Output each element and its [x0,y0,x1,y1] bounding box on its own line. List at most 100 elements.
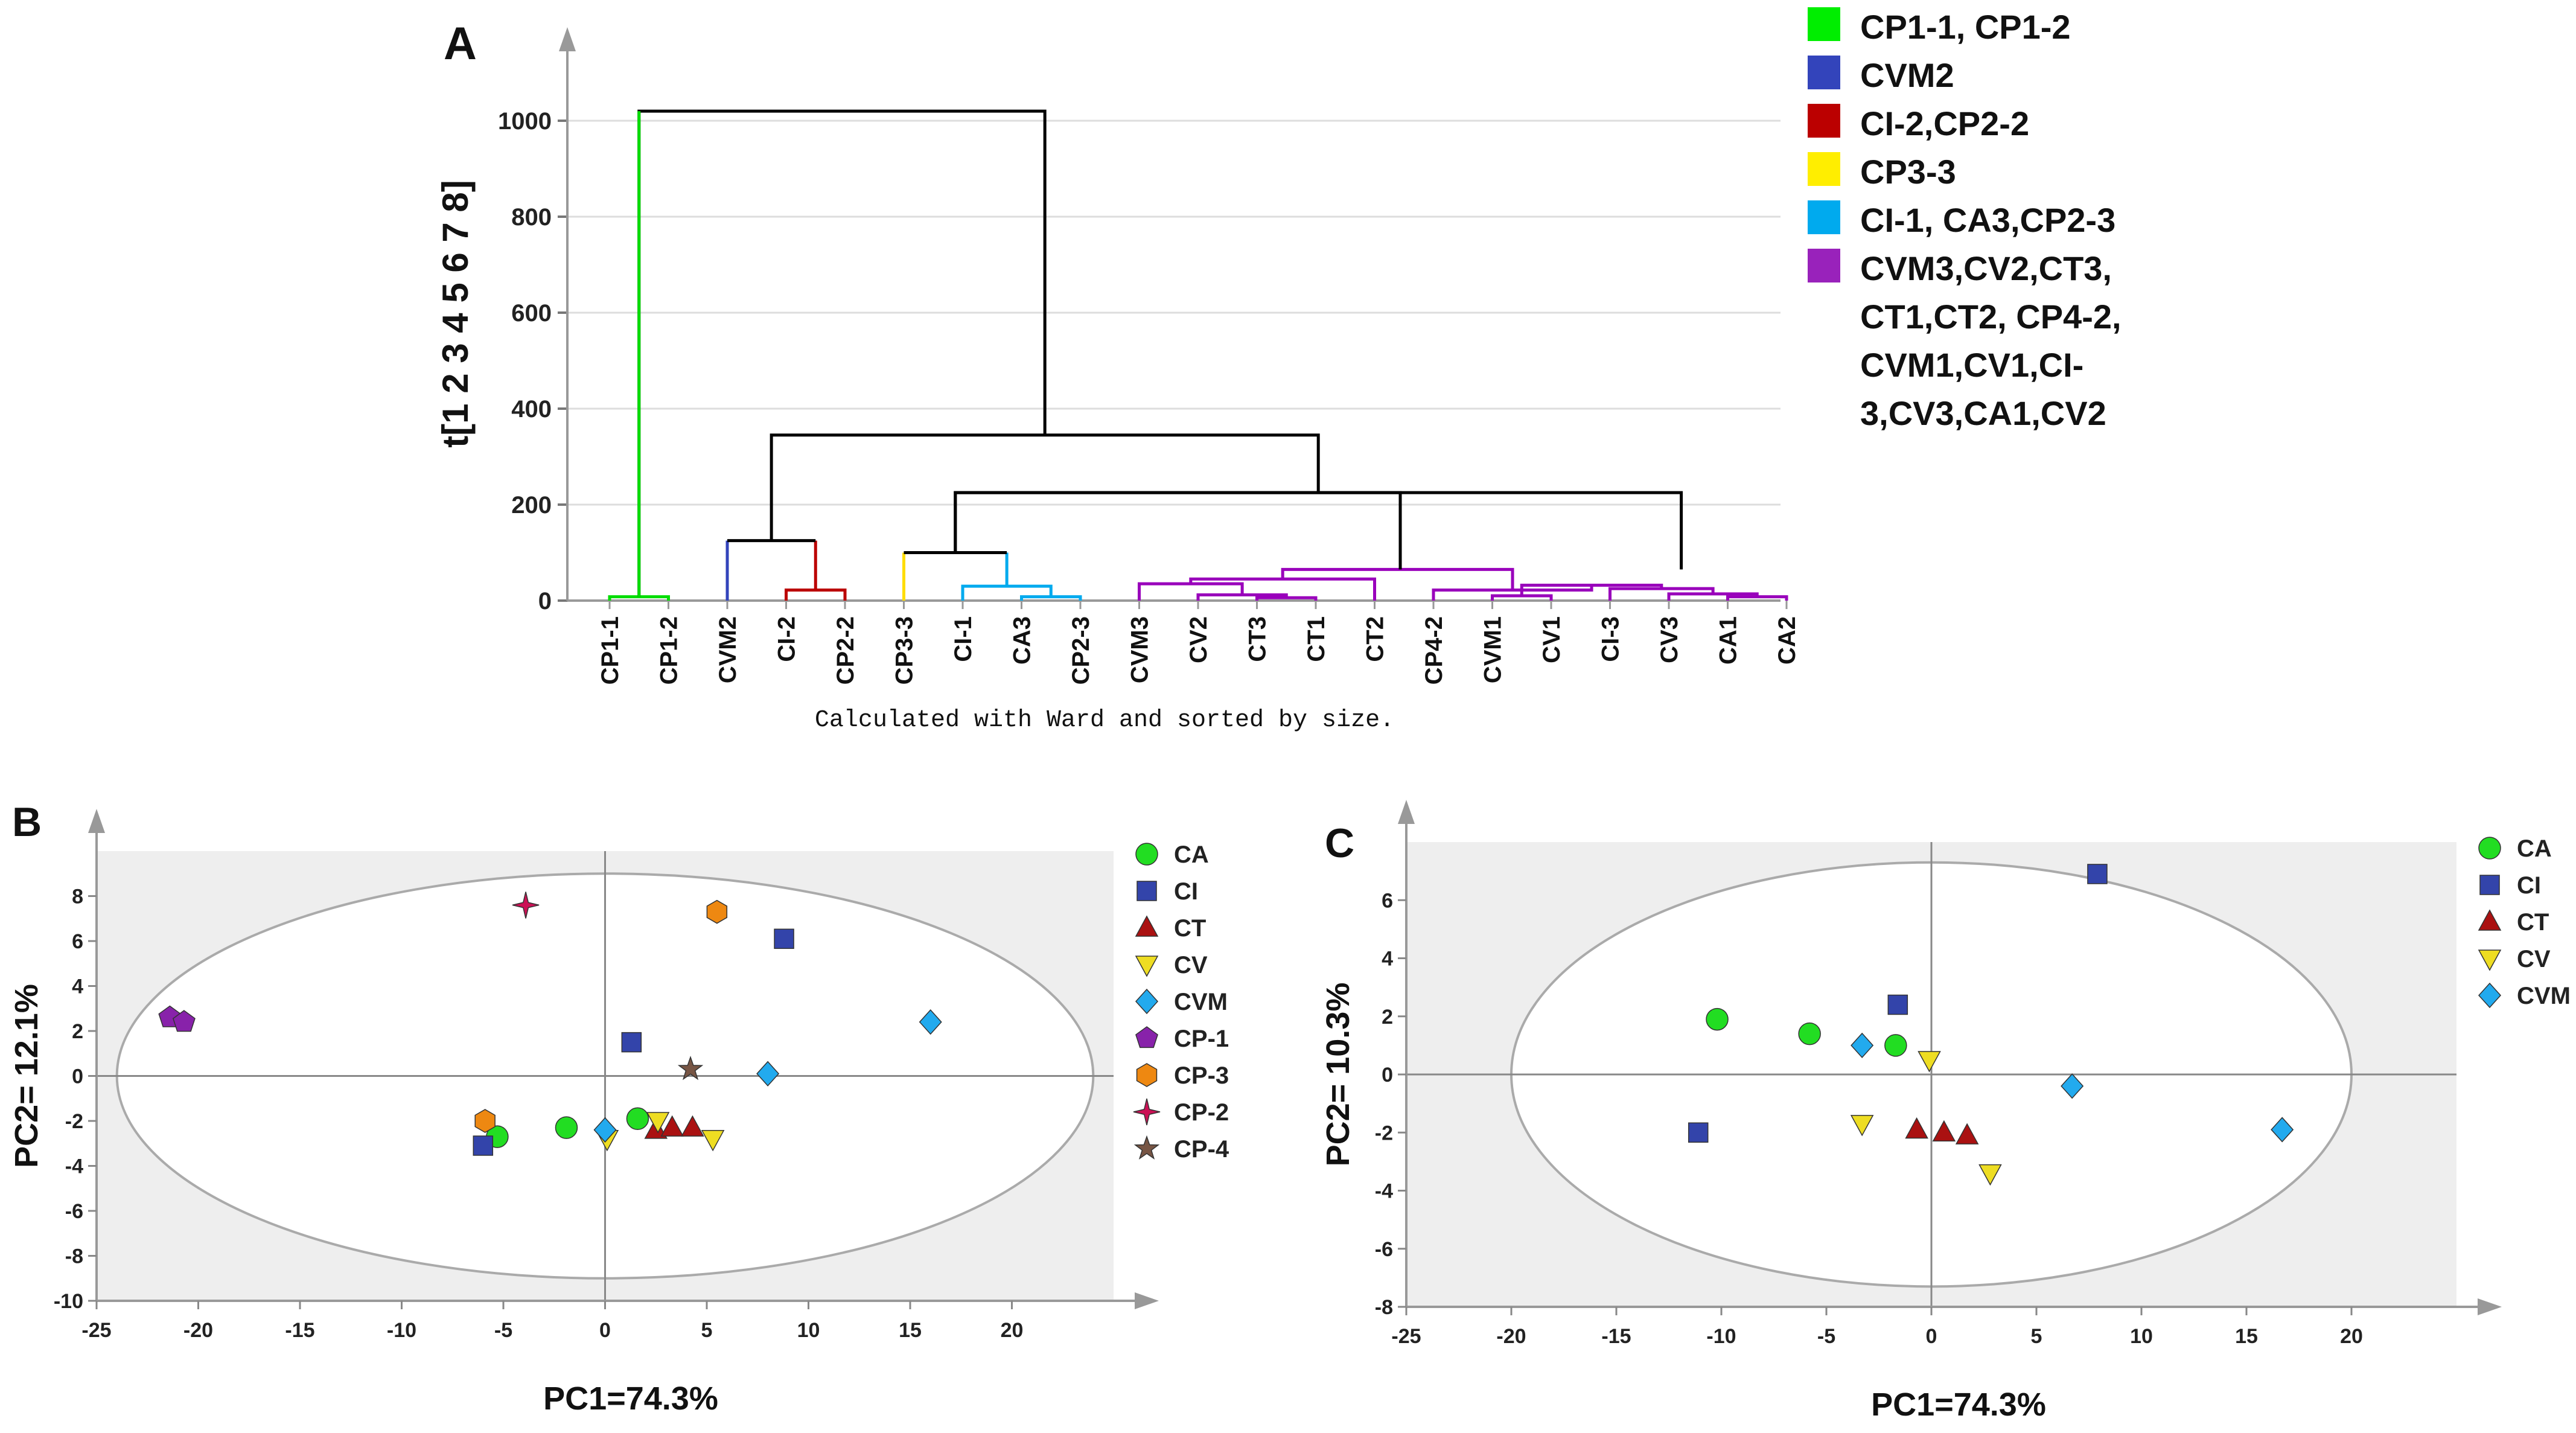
data-point [1133,1135,1160,1160]
y-tick-label: 0 [538,588,552,614]
data-point [646,1112,670,1134]
data-point [593,1117,617,1143]
legend-label: CP-3 [1174,1062,1229,1089]
legend-label: CV [1174,952,1208,978]
leaf-label: CVM3 [1127,616,1153,683]
legend-label: CVM2 [1860,56,1954,94]
x-tick-label: -20 [1496,1325,1526,1348]
x-tick-label: -15 [285,1319,314,1342]
leaf-label: CP1-1 [597,616,623,685]
y-tick-label: -4 [65,1155,83,1178]
y-tick-label: 2 [1382,1006,1393,1029]
data-point [2478,949,2502,971]
data-point [660,1115,684,1137]
data-point [1887,994,1908,1015]
x-tick-label: 15 [899,1319,922,1342]
panel-letter: B [12,799,42,845]
x-tick-label: 0 [1926,1325,1937,1348]
y-axis-arrow [559,27,576,51]
legend-label: CT1,CT2, CP4-2, [1860,298,2122,336]
data-point [1135,915,1159,937]
data-point [706,899,728,924]
y-tick-label: -6 [65,1200,83,1223]
y-tick-label: 6 [72,930,83,953]
data-point [473,1135,494,1156]
data-point [681,1115,704,1137]
x-tick-label: -15 [1601,1325,1631,1348]
data-point [2479,875,2500,895]
x-tick-label: 10 [2130,1325,2153,1348]
leaf-label: CT1 [1303,616,1330,662]
data-point [2061,1073,2084,1099]
data-point [701,1130,725,1152]
y-axis-title: PC2= 10.3% [1320,983,1356,1167]
y-tick-label: 0 [1382,1064,1393,1087]
dendrogram-branch [1138,582,1244,601]
panel-letter: C [1325,820,1354,866]
legend-label: CVM1,CV1,CI- [1860,346,2083,384]
leaf-label: CI-2 [774,616,800,662]
x-tick-label: 10 [797,1319,820,1342]
x-tick-label: 15 [2235,1325,2258,1348]
dendrogram-branch [1281,567,1514,590]
leaf-label: CP2-3 [1068,616,1094,685]
y-tick-label: 4 [72,975,83,998]
dendrogram-caption: Calculated with Ward and sorted by size. [815,707,1394,734]
legend-label: CP3-3 [1860,153,1956,191]
y-axis-arrow [88,809,105,833]
data-point [2087,864,2108,884]
dendrogram-branch [961,584,1053,601]
y-tick-label: 2 [72,1020,83,1043]
legend-label: 3,CV3,CA1,CV2 [1860,394,2106,432]
leaf-label: CVM2 [715,616,741,683]
dendrogram-branch [770,433,1320,541]
y-tick-label: 400 [511,396,552,423]
data-point [474,1109,496,1133]
leaf-label: CV1 [1538,616,1565,663]
dendrogram-branch [637,109,1047,597]
data-point [1135,988,1159,1015]
legend-label: CVM [2517,983,2571,1009]
x-tick-label: 20 [1001,1319,1024,1342]
x-tick-label: 0 [599,1319,611,1342]
y-axis-title: PC2= 12.1% [8,984,45,1168]
y-tick-label: -2 [65,1110,83,1133]
y-tick-label: -8 [1375,1296,1393,1319]
data-point [677,1056,704,1080]
y-tick-label: -6 [1375,1238,1393,1261]
leaf-label: CV2 [1185,616,1212,663]
leaf-label: CT2 [1362,616,1389,662]
legend-swatch [1808,7,1840,41]
legend-label: CVM3,CV2,CT3, [1860,249,2112,287]
data-point [756,1061,780,1087]
data-point [1918,1051,1941,1073]
y-tick-label: 0 [72,1065,83,1088]
x-tick-label: -20 [183,1319,213,1342]
x-tick-label: -5 [494,1319,512,1342]
data-point [621,1032,642,1053]
data-point [1850,1115,1874,1137]
legend-label: CI-2,CP2-2 [1860,104,2029,142]
data-point [172,1010,196,1032]
data-point [919,1009,942,1035]
data-point [1706,1007,1729,1031]
legend-label: CI [2517,872,2541,899]
y-tick-label: -8 [65,1245,83,1268]
legend-label: CP-1 [1174,1026,1229,1052]
y-tick-label: -10 [54,1290,83,1313]
data-point [1137,881,1157,901]
legend-label: CP1-1, CP1-2 [1860,8,2071,46]
legend-label: CVM [1174,989,1228,1015]
leaf-label: CP3-3 [891,616,918,685]
legend-label: CT [1174,915,1206,942]
data-point [2478,909,2502,931]
data-point [1688,1122,1709,1143]
data-point [1135,1026,1158,1048]
data-point [1905,1117,1928,1139]
leaf-label: CP2-2 [832,616,859,685]
leaf-label: CVM1 [1480,616,1506,683]
data-point [1798,1022,1821,1045]
data-point [774,928,794,949]
